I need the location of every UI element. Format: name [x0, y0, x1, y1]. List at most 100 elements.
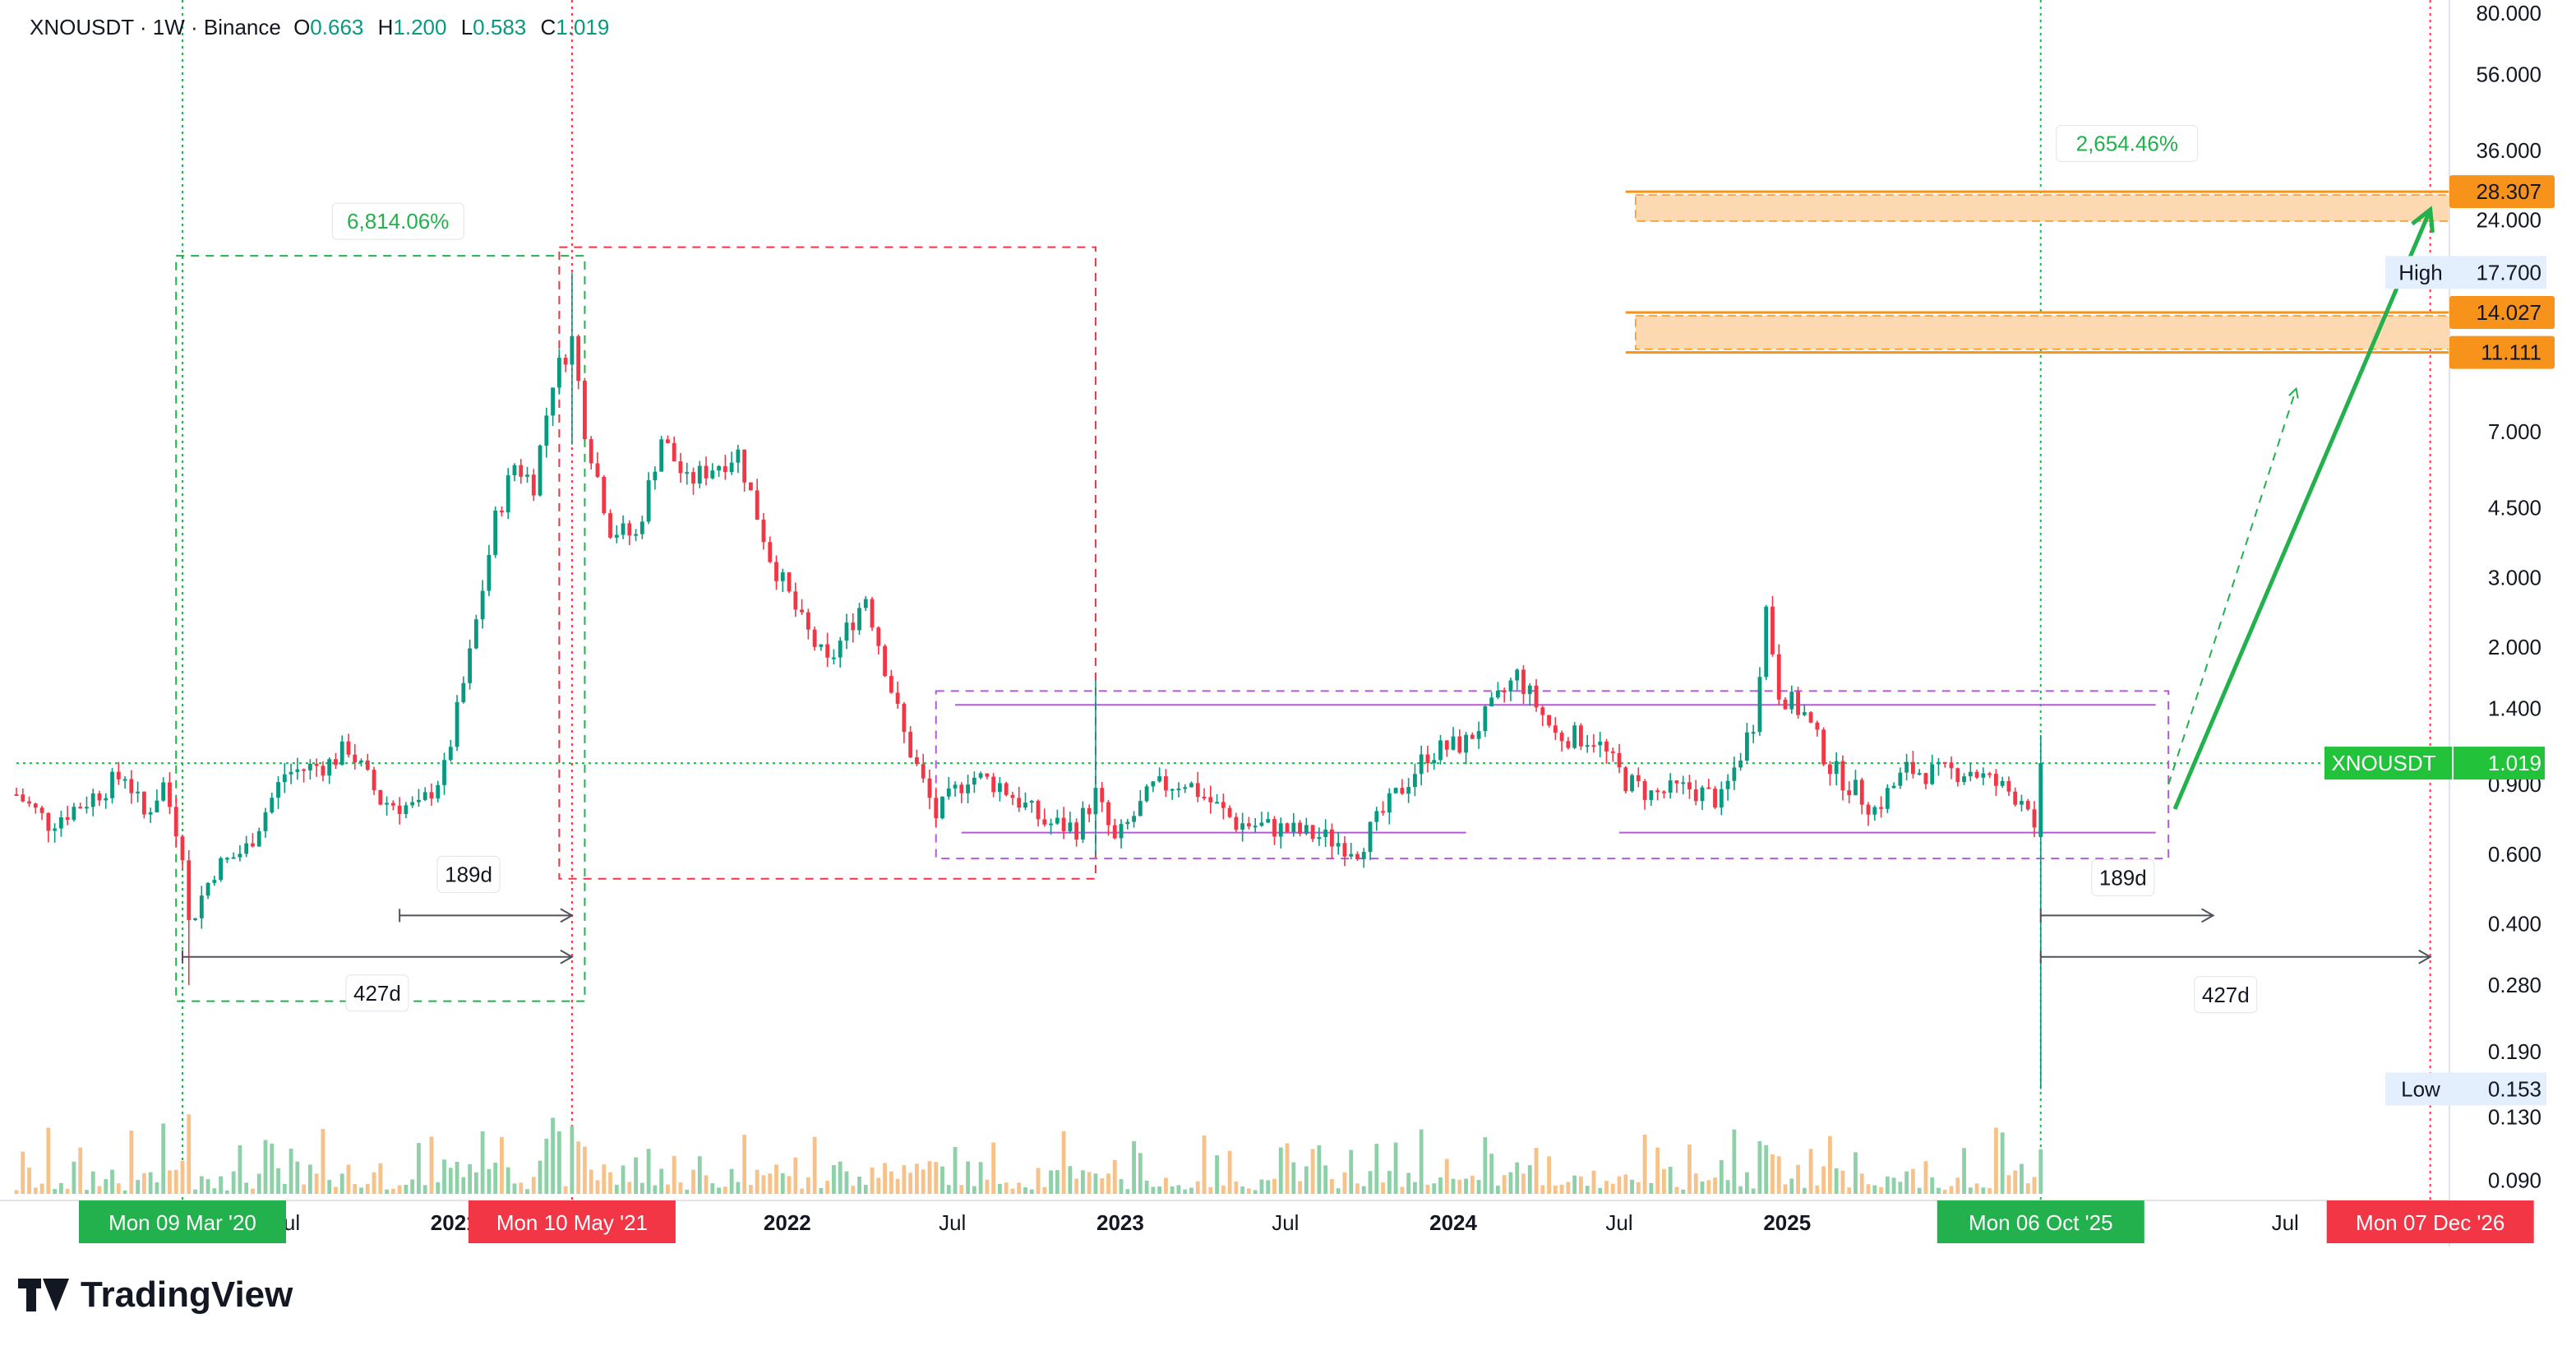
candle-body: [1100, 788, 1105, 803]
date-marker-2: Mon 06 Oct '25: [1937, 1200, 2144, 1243]
candle-body: [685, 472, 690, 474]
volume-bar: [1470, 1175, 1475, 1194]
candle-body: [1968, 771, 1973, 777]
volume-bar: [417, 1143, 421, 1194]
volume-bar: [940, 1166, 944, 1194]
volume-bar: [110, 1169, 114, 1194]
candle-body: [825, 644, 830, 658]
candle-body: [1987, 773, 1992, 775]
candle-body: [902, 703, 907, 733]
candle: [1898, 767, 1903, 789]
candle: [161, 777, 166, 803]
candle-body: [1732, 767, 1737, 781]
volume-bar: [72, 1161, 76, 1194]
candle: [1100, 781, 1105, 812]
candle: [1029, 799, 1034, 813]
volume-bar: [2006, 1175, 2011, 1194]
candle: [915, 749, 919, 767]
candle: [678, 453, 683, 483]
volume-bar: [1413, 1182, 1417, 1194]
volume-bar: [800, 1188, 804, 1194]
volume-bar: [90, 1171, 95, 1194]
candle: [1987, 771, 1992, 779]
candle: [116, 761, 121, 785]
volume-bar: [397, 1185, 402, 1194]
candle-body: [231, 857, 236, 859]
candle: [442, 752, 446, 795]
candle-body: [116, 771, 121, 779]
volume-bar: [339, 1173, 344, 1194]
price-tag-0: 28.307: [2449, 175, 2555, 209]
candle-body: [1259, 822, 1264, 826]
candle-body: [1419, 754, 1424, 775]
candle: [1476, 721, 1481, 749]
candle-body: [1049, 823, 1053, 826]
tradingview-logo[interactable]: TradingView: [18, 1274, 293, 1316]
candle-body: [1808, 712, 1813, 723]
candle-body: [576, 335, 581, 382]
candle: [1432, 753, 1437, 770]
candle-body: [302, 769, 307, 771]
volume-bar: [307, 1164, 312, 1194]
candle-body: [1719, 789, 1724, 808]
candle: [168, 772, 172, 815]
candle: [122, 776, 127, 789]
candle: [576, 334, 581, 390]
candle: [1872, 805, 1877, 821]
volume-bar: [46, 1127, 51, 1194]
volume-bar: [21, 1151, 25, 1194]
candle-body: [473, 619, 478, 649]
candle: [1585, 735, 1590, 753]
candle: [608, 509, 612, 539]
y-tick-label: 7.000: [2488, 419, 2541, 444]
candle: [832, 649, 836, 665]
candle: [1572, 722, 1577, 750]
volume-bar: [1623, 1174, 1628, 1194]
candle-body: [359, 760, 363, 763]
volume-bar: [1336, 1188, 1341, 1194]
candle: [256, 827, 261, 847]
candle: [551, 387, 556, 427]
span-arrowhead: [2201, 908, 2215, 923]
volume-bar: [1342, 1172, 1347, 1194]
volume-bar: [365, 1183, 370, 1194]
volume-bar: [1144, 1180, 1149, 1194]
candle: [985, 773, 990, 779]
candle-body: [755, 490, 759, 520]
candle: [1227, 805, 1232, 819]
candle: [1081, 801, 1085, 844]
volume-bar: [908, 1173, 913, 1194]
candle-body: [1055, 817, 1059, 824]
candle-body: [1157, 776, 1162, 782]
candle-body: [404, 805, 409, 814]
volume-bar: [1827, 1136, 1832, 1194]
date-marker-text: Mon 10 May '21: [496, 1210, 648, 1235]
candle: [1330, 823, 1334, 859]
candle: [1783, 696, 1788, 710]
candle: [1157, 767, 1162, 783]
volume-bar: [595, 1180, 600, 1194]
volume-bar: [1942, 1189, 1947, 1194]
volume-bar: [1815, 1185, 1820, 1194]
volume-bar: [761, 1175, 766, 1194]
volume-bar: [1783, 1184, 1788, 1194]
price-tag-bg: [2449, 175, 2555, 209]
volume-bar: [1081, 1170, 1085, 1194]
volume-bar: [1221, 1185, 1226, 1194]
volume-bar: [722, 1186, 727, 1194]
candle: [219, 856, 224, 882]
candle-body: [422, 792, 427, 800]
candle-body: [1278, 823, 1283, 837]
candle-body: [1713, 789, 1717, 808]
candle: [372, 766, 376, 795]
volume-bar: [436, 1182, 441, 1194]
volume-bar: [14, 1190, 19, 1194]
candle: [653, 466, 658, 490]
candle-body: [1247, 823, 1251, 827]
candle: [851, 613, 856, 643]
candle: [1636, 767, 1641, 788]
candle-body: [921, 764, 926, 779]
span-arrowhead: [560, 949, 574, 964]
candle-body: [1585, 745, 1590, 747]
